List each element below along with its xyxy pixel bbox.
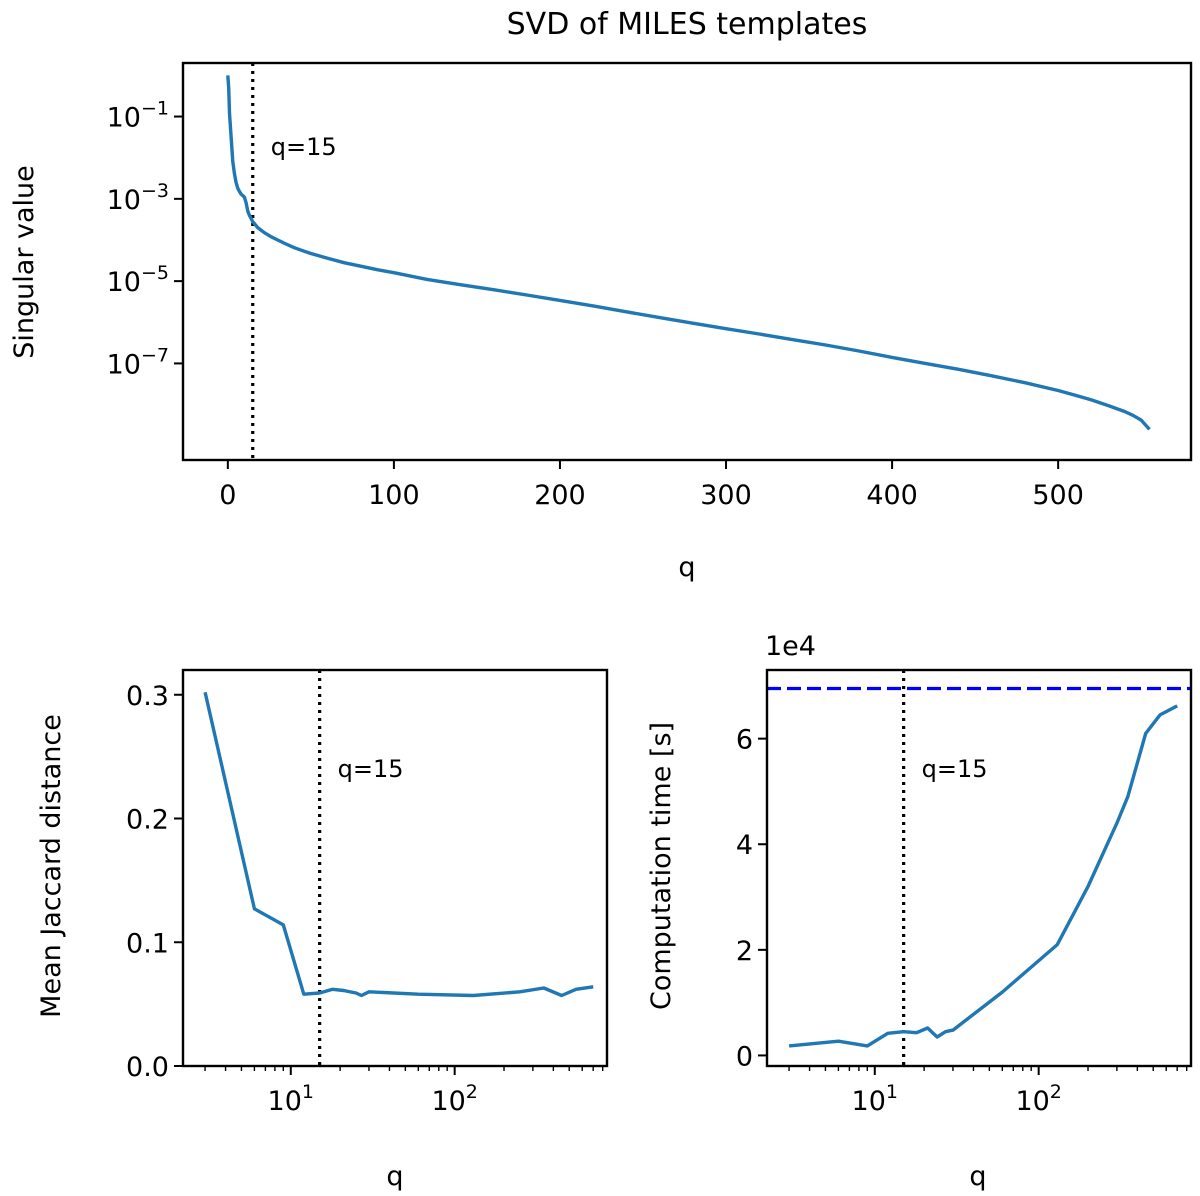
y-axis-label-text: Singular value <box>9 165 40 358</box>
series-line <box>203 691 594 998</box>
y-tick-label: 10−7 <box>107 344 169 380</box>
x-tick-label: 500 <box>1032 480 1084 511</box>
x-tick-label: 100 <box>368 480 420 511</box>
axis-ticks: 101 102 0.0 0.1 0.2 0.3 <box>126 681 604 1117</box>
jaccard-chart: Mean Jaccard distance q 101 102 0.0 0.1 0.2 0… <box>36 668 609 1192</box>
axis-ticks: 0 100 200 300 400 500 10−1 10−3 10−5 10−7 <box>107 98 1084 511</box>
x-tick-label: 102 <box>1015 1081 1061 1117</box>
threshold-label: q=15 <box>338 755 404 783</box>
y-tick-label: 10−3 <box>107 180 169 216</box>
y-tick-label: 2 <box>736 936 753 967</box>
x-tick-label: 101 <box>852 1081 898 1117</box>
y-axis-label-text: Mean Jaccard distance <box>36 714 67 1018</box>
y-axis-label: Computation time [s] <box>646 722 677 1010</box>
series <box>226 75 1151 431</box>
x-tick-label: 200 <box>534 480 586 511</box>
y-tick-label: 10−5 <box>107 262 169 298</box>
y-tick-label: 10−1 <box>107 98 169 134</box>
series <box>788 704 1178 1048</box>
series <box>203 691 594 998</box>
series-line <box>226 75 1151 431</box>
y-tick-label: 0 <box>736 1041 753 1072</box>
x-tick-label: 102 <box>431 1081 477 1117</box>
y-tick-label: 0.2 <box>126 805 169 836</box>
x-tick-label: 400 <box>866 480 918 511</box>
axis-ticks: 101 102 0 2 4 6 <box>736 725 1188 1117</box>
x-axis-label: q <box>969 1161 986 1192</box>
plot-frame <box>181 61 1193 462</box>
y-axis-label: Singular value <box>9 165 40 358</box>
x-tick-label: 0 <box>219 480 236 511</box>
series-line <box>788 704 1178 1048</box>
computation-time-chart: Computation time [s] 1e4 q 101 102 0 2 4 6 q=… <box>646 631 1193 1192</box>
x-tick-label: 300 <box>700 480 752 511</box>
y-axis-label-text: Computation time [s] <box>646 722 677 1010</box>
x-axis-label: q <box>386 1161 403 1192</box>
y-tick-label: 0.1 <box>126 928 169 959</box>
y-tick-label: 6 <box>736 725 753 756</box>
svd-chart: SVD of MILES templates Singular value q … <box>9 7 1193 583</box>
plot-frame <box>181 668 609 1068</box>
chart-title: SVD of MILES templates <box>507 7 868 42</box>
plot-frame <box>765 668 1193 1068</box>
y-tick-label: 4 <box>736 830 753 861</box>
x-axis-label: q <box>678 552 695 583</box>
threshold-label: q=15 <box>922 755 988 783</box>
axis-multiplier: 1e4 <box>765 631 816 662</box>
y-tick-label: 0.0 <box>126 1052 169 1083</box>
y-tick-label: 0.3 <box>126 681 169 712</box>
x-tick-label: 101 <box>268 1081 314 1117</box>
threshold-label: q=15 <box>271 133 337 161</box>
y-axis-label: Mean Jaccard distance <box>36 714 67 1018</box>
